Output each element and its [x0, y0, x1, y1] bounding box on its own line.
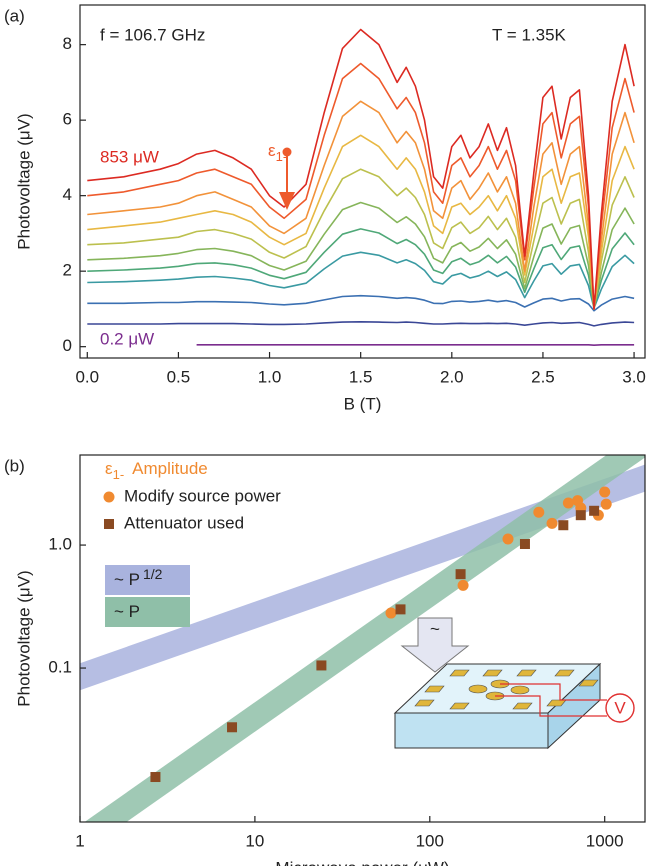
inset-source: ~	[430, 619, 440, 638]
meter-label: V	[614, 698, 626, 717]
legend-subscript: 1-	[113, 467, 125, 482]
legend-band	[105, 565, 190, 595]
device-front	[394, 712, 549, 749]
meter	[605, 693, 635, 723]
x-tick-label: 3.0	[622, 367, 646, 386]
trace	[87, 321, 635, 327]
data-point	[519, 539, 530, 550]
plot-frame	[79, 4, 646, 359]
x-tick-label: 2.0	[440, 367, 464, 386]
legend-band	[105, 597, 190, 627]
data-point	[546, 517, 558, 529]
x-tick-label: 1.0	[258, 367, 282, 386]
arrow-head	[279, 192, 295, 210]
plot-area	[80, 455, 645, 822]
contact	[554, 669, 575, 677]
contact	[578, 679, 599, 687]
data-point	[150, 772, 161, 783]
feature-subscript: 1-	[276, 149, 288, 164]
legend-label: Modify source power	[124, 486, 281, 505]
dot	[510, 685, 530, 695]
feature-symbol: ε	[268, 141, 276, 160]
panel-label: (a)	[4, 6, 25, 25]
contact	[414, 699, 435, 707]
wire	[495, 683, 607, 717]
x-tick-label: 10	[245, 831, 264, 850]
y-tick-label: 4	[63, 185, 72, 204]
data-point	[575, 510, 586, 521]
x-tick-label: 1.5	[349, 367, 373, 386]
data-point	[502, 533, 514, 545]
data-point	[316, 660, 327, 671]
data-point	[562, 497, 574, 509]
plot-area	[87, 28, 635, 346]
x-tick-label: 100	[416, 831, 444, 850]
data-point	[457, 579, 469, 591]
plot-frame	[79, 454, 646, 823]
trace	[87, 134, 635, 310]
fit-band	[80, 464, 645, 691]
panel-label: (b)	[4, 456, 25, 475]
x-tick-label: 2.5	[531, 367, 555, 386]
annotation: T = 1.35K	[492, 25, 567, 44]
trace-label: 0.2 μW	[100, 329, 154, 348]
trace	[87, 294, 635, 312]
legend-band-text: ~ P	[114, 570, 140, 589]
y-axis-label: Photovoltage (μV)	[14, 113, 33, 249]
x-axis-label: Microwave power (μW)	[275, 858, 449, 866]
data-point	[558, 520, 569, 531]
inset-arrow	[400, 617, 470, 673]
contact	[512, 702, 533, 710]
legend-band-superscript: 1/2	[143, 566, 163, 582]
dot	[468, 684, 488, 694]
fit-band	[84, 455, 645, 822]
x-tick-label: 1000	[586, 831, 624, 850]
y-tick-label: 1.0	[48, 535, 72, 554]
trace	[87, 100, 635, 310]
data-point	[589, 505, 600, 516]
y-tick-label: 0	[63, 336, 72, 355]
trace	[87, 62, 635, 310]
y-axis-label: Photovoltage (μV)	[14, 570, 33, 706]
trace	[87, 168, 635, 310]
trace	[87, 228, 635, 308]
legend-band-text: ~ P	[114, 602, 140, 621]
trace	[87, 28, 635, 310]
data-point	[533, 506, 545, 518]
trace	[87, 251, 635, 309]
trace-label: 853 μW	[100, 147, 159, 166]
annotation: f = 106.7 GHz	[100, 25, 205, 44]
legend-band-label: ~ P 1/2	[114, 566, 163, 590]
contact	[449, 702, 470, 710]
contact	[482, 669, 503, 677]
legend-label: Attenuator used	[124, 513, 244, 532]
x-tick-label: 0.5	[167, 367, 191, 386]
contact	[424, 685, 445, 693]
y-tick-label: 0.1	[48, 658, 72, 677]
feature-label: ε1-	[268, 141, 287, 164]
legend-title: ε1- Amplitude	[105, 459, 208, 482]
x-tick-label: 0.0	[75, 367, 99, 386]
legend-marker	[103, 491, 115, 503]
legend-band-label: ~ P	[114, 602, 140, 621]
legend-symbol: ε	[105, 459, 113, 478]
legend-title-text: Amplitude	[132, 459, 208, 478]
legend-marker	[104, 519, 114, 529]
data-point	[599, 486, 611, 498]
data-point	[600, 498, 612, 510]
data-point	[227, 722, 238, 733]
y-tick-label: 6	[63, 110, 72, 129]
data-point	[385, 607, 397, 619]
contact	[516, 669, 537, 677]
trace	[87, 201, 635, 310]
y-tick-label: 2	[63, 261, 72, 280]
contact	[449, 669, 470, 677]
x-axis-label: B (T)	[344, 394, 382, 413]
data-point	[395, 604, 406, 615]
y-tick-label: 8	[63, 34, 72, 53]
x-tick-label: 1	[75, 831, 84, 850]
data-point	[455, 569, 466, 580]
